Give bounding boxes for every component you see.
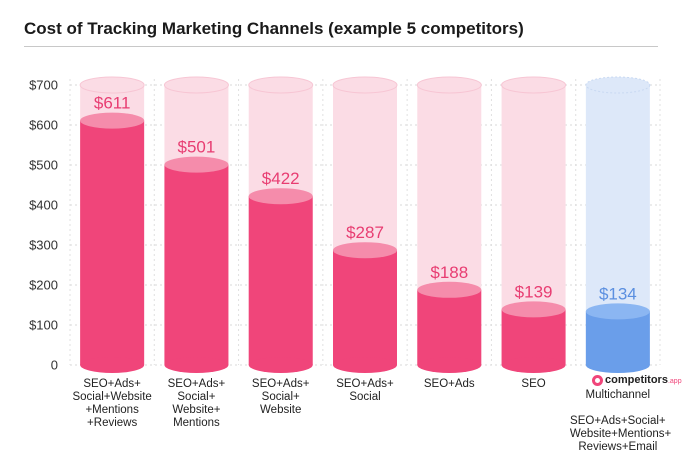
value-label: $422 [262,169,300,188]
bar-top [164,156,229,173]
bg-cylinder-top [163,76,229,94]
bg-cylinder-top [585,76,651,94]
value-label: $287 [346,223,384,242]
bar-base [501,357,566,373]
brand-suffix: .app [667,378,682,385]
title-divider [24,46,658,47]
bar-top [585,303,650,320]
x-tick-label: SEO+Ads [423,378,475,390]
bg-cylinder-top [248,76,314,94]
x-tick-label: Multichannel SEO+Ads+Social+ Website+Men… [569,389,672,453]
bar [248,196,313,365]
bg-cylinder-top [332,76,398,94]
value-label: $134 [599,284,637,303]
bar-top [80,112,145,129]
brand-icon [592,374,603,386]
x-tick-label: SEO+Ads+ Social+ Website [251,378,310,416]
bar-base [333,357,397,373]
bar [164,164,229,365]
bar-base [80,357,145,373]
brand-name: competitors [605,374,668,386]
value-label: $501 [178,138,216,157]
bar-top [248,188,313,205]
chart-title: Cost of Tracking Marketing Channels (exa… [24,19,524,38]
bar [501,309,566,365]
bar [80,120,145,365]
bg-cylinder-top [501,76,567,94]
bg-cylinder-top [416,76,482,94]
value-label: $139 [515,282,553,301]
bar [585,311,650,365]
y-tick-label: $100 [29,318,58,333]
bar-top [501,301,566,318]
y-tick-label: $600 [29,118,58,133]
bar-top [417,281,482,298]
brand-logo: competitors .app [592,374,684,386]
y-tick-label: $700 [29,78,58,93]
x-tick-label: SEO+Ads+ Social [336,378,394,403]
x-tick-label: SEO+Ads+ Social+ Website+ Mentions [167,378,226,429]
bar-base [417,357,482,373]
value-label: $611 [94,94,131,113]
x-tick-label: SEO+Ads+ Social+Website +Mentions +Revie… [72,378,152,429]
bar-base [248,357,313,373]
bar [333,250,397,365]
bar-base [585,357,650,373]
value-label: $188 [430,263,468,282]
y-tick-label: $200 [29,278,58,293]
y-tick-label: $300 [29,238,58,253]
y-tick-label: 0 [51,358,58,373]
y-tick-label: $500 [29,158,58,173]
bar-base [164,357,229,373]
x-tick-label: SEO [521,378,546,390]
y-tick-label: $400 [29,198,58,213]
bar [417,289,482,365]
bar-top [333,242,397,259]
bg-cylinder-top [79,76,145,94]
